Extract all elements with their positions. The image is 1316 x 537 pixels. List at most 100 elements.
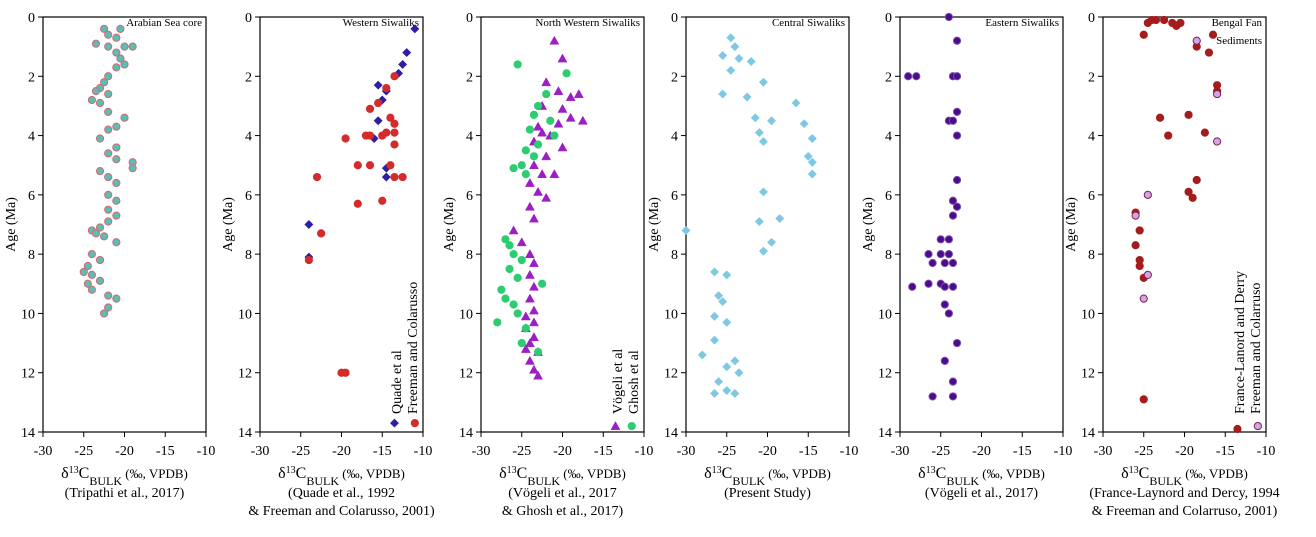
data-point: [390, 140, 399, 149]
data-point: [497, 285, 506, 294]
data-point: [365, 104, 375, 113]
y-tick-label: 4: [1088, 130, 1095, 145]
data-point: [940, 356, 949, 365]
data-point: [627, 421, 636, 431]
data-point: [709, 335, 720, 345]
data-point: [803, 151, 813, 161]
y-tick-label: 0: [466, 11, 473, 26]
data-point: [112, 155, 121, 164]
data-point: [1204, 48, 1214, 57]
side-label: Ghosh et al: [627, 350, 642, 414]
data-point: [1192, 36, 1201, 45]
data-point: [398, 172, 407, 182]
data-point: [928, 392, 937, 401]
y-tick-label: 0: [885, 11, 892, 26]
data-point: [948, 196, 958, 205]
data-point: [520, 311, 531, 321]
data-point: [524, 293, 535, 303]
data-point: [1131, 211, 1140, 220]
data-point: [513, 60, 522, 69]
data-point: [341, 368, 350, 377]
data-point: [908, 282, 917, 291]
y-tick-label: 8: [1088, 248, 1095, 263]
data-point: [537, 169, 548, 178]
data-point: [374, 98, 383, 108]
x-tick-label: -10: [414, 444, 433, 459]
data-point: [402, 48, 412, 58]
data-point: [104, 172, 113, 182]
y-tick-label: 8: [245, 248, 252, 263]
y-tick-label: 12: [1081, 367, 1095, 382]
x-axis-label: δ13CBULK (‰, VPDB): [918, 465, 1045, 489]
data-point: [509, 164, 518, 173]
data-point: [538, 279, 547, 288]
data-point: [112, 143, 121, 152]
data-point: [1188, 193, 1197, 202]
chart-panel-1: -30 -25 -20 -15 -10 0 2 4 6 8 10 12 14 Age (Ma) Arabia…: [4, 11, 215, 501]
data-point: [681, 225, 691, 235]
data-point: [529, 332, 539, 341]
data-point: [1155, 113, 1165, 122]
data-point: [95, 98, 105, 108]
x-tick-label: -15: [1013, 444, 1032, 459]
data-point: [104, 107, 113, 116]
data-point: [709, 267, 720, 277]
y-tick-label: 8: [466, 248, 473, 263]
data-point: [734, 53, 744, 64]
data-point: [104, 217, 113, 226]
x-tick-label: -25: [512, 444, 531, 459]
y-tick-label: 6: [466, 189, 473, 204]
data-point: [382, 84, 391, 93]
data-point: [726, 65, 736, 75]
data-point: [948, 211, 958, 220]
data-point: [1139, 294, 1148, 303]
data-point: [936, 250, 945, 259]
data-point: [529, 317, 539, 327]
y-tick-label: 6: [245, 189, 252, 204]
data-point: [952, 338, 962, 348]
data-point: [924, 279, 933, 288]
x-tick-label: -20: [115, 444, 134, 459]
data-point: [112, 211, 121, 220]
data-point: [95, 255, 105, 265]
data-point: [533, 186, 543, 196]
y-tick-label: 2: [245, 70, 252, 85]
data-point: [524, 338, 535, 347]
data-point: [501, 235, 510, 244]
plot-frame: [685, 16, 850, 433]
y-tick-label: 2: [885, 70, 892, 85]
data-point: [944, 235, 954, 244]
data-point: [509, 250, 518, 259]
data-point: [87, 270, 97, 279]
data-point: [112, 196, 121, 205]
data-point: [517, 161, 526, 170]
data-point: [529, 281, 539, 291]
panel-title: Arabian Sea core: [126, 17, 202, 29]
data-point: [912, 72, 921, 81]
data-point: [524, 249, 535, 258]
x-tick-label: -25: [1134, 444, 1153, 459]
side-label: Freeman and Colarusso: [406, 282, 421, 414]
data-point: [734, 368, 744, 378]
side-label: France-Lanord and Derry: [1233, 271, 1248, 414]
data-point: [928, 258, 937, 268]
data-point: [410, 419, 419, 428]
y-tick-label: 14: [1081, 426, 1095, 441]
y-axis-label: Age (Ma): [1064, 197, 1079, 252]
side-label: Quade et al: [390, 350, 405, 414]
y-axis-label: Age (Ma): [4, 197, 19, 252]
data-point: [509, 300, 518, 309]
panel-title: Central Siwaliks: [772, 17, 845, 29]
y-tick-label: 2: [466, 70, 473, 85]
data-point: [952, 107, 962, 116]
data-point: [112, 122, 121, 131]
data-point: [948, 258, 958, 268]
data-point: [529, 364, 539, 374]
data-point: [1172, 21, 1181, 30]
data-point: [95, 167, 105, 176]
x-tick-label: -30: [34, 444, 53, 459]
data-point: [533, 347, 543, 357]
data-point: [807, 169, 817, 179]
data-point: [91, 229, 101, 238]
